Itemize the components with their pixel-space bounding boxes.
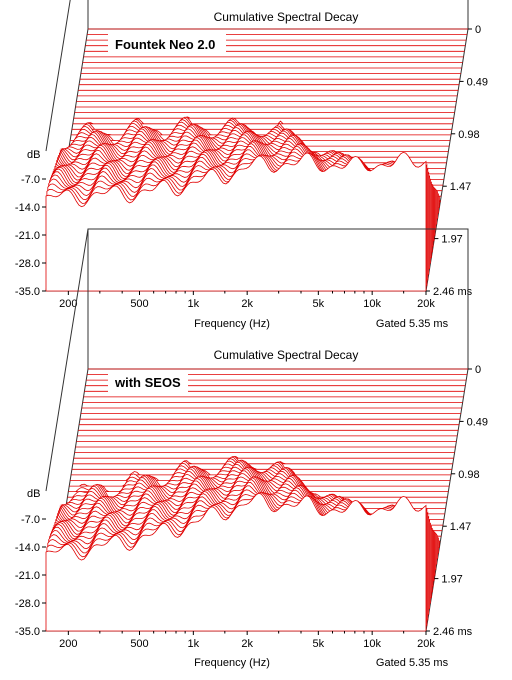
y-tick-label: -7.0	[21, 514, 40, 526]
decay-slices	[45, 368, 468, 632]
y-axis-label: dB	[27, 149, 40, 161]
decay-slice	[71, 117, 452, 130]
top-depth-edge	[45, 228, 89, 492]
chart-title: Cumulative Spectral Decay	[214, 348, 359, 362]
chart-title: Cumulative Spectral Decay	[214, 10, 359, 24]
y-tick-label: -21.0	[15, 570, 40, 582]
y-tick-label: -14.0	[15, 202, 40, 214]
gate-label: Gated 5.35 ms	[376, 657, 449, 669]
decay-slice	[72, 116, 453, 125]
y-tick-label: -28.0	[15, 258, 40, 270]
x-tick-label: 10k	[363, 638, 381, 650]
time-tick-label: 0	[475, 24, 481, 36]
time-tick-label: 1.47	[450, 181, 471, 193]
x-tick-label: 20k	[417, 638, 435, 650]
time-tick-label: 1.97	[441, 574, 462, 586]
time-tick-label: 0	[475, 364, 481, 376]
x-axis-label: Frequency (Hz)	[194, 318, 270, 330]
x-tick-label: 500	[130, 638, 148, 650]
right-depth-edge	[425, 368, 469, 632]
csd-panel-seos: Cumulative Spectral Decay with SEOS -7.0…	[15, 228, 488, 669]
time-tick-label: 2.46 ms	[433, 286, 473, 298]
gate-label: Gated 5.35 ms	[376, 318, 449, 330]
decay-slice	[71, 119, 451, 136]
csd-panel-fountek: Cumulative Spectral Decay Fountek Neo 2.…	[15, 0, 488, 330]
decay-slice	[71, 456, 452, 470]
y-tick-label: -21.0	[15, 230, 40, 242]
y-tick-label: -35.0	[15, 626, 40, 638]
right-depth-edge	[425, 28, 469, 292]
time-tick-label: 1.97	[441, 234, 462, 246]
x-tick-label: 20k	[417, 298, 435, 310]
decay-slice	[73, 116, 454, 119]
decay-slice	[45, 492, 427, 632]
time-tick-label: 0.98	[458, 129, 479, 141]
axis-ticks: -7.0 -14.0 -21.0 -28.0 -35.0 200 500 1k 2k 5k 10k 2…	[15, 24, 488, 310]
decay-slices	[45, 28, 468, 292]
axis-ticks: -7.0 -14.0 -21.0 -28.0 -35.0 200 500 1k 2k 5k 10k 2…	[15, 364, 488, 650]
x-tick-label: 5k	[313, 638, 325, 650]
top-depth-edge	[45, 0, 71, 152]
inset-label-bg	[108, 372, 188, 392]
x-tick-label: 1k	[188, 638, 200, 650]
time-tick-label: 1.47	[450, 521, 471, 533]
x-axis-label: Frequency (Hz)	[194, 657, 270, 669]
decay-slice	[45, 151, 427, 292]
y-tick-label: -35.0	[15, 286, 40, 298]
y-axis-label: dB	[27, 488, 40, 500]
x-tick-label: 1k	[188, 298, 200, 310]
x-tick-label: 200	[59, 638, 77, 650]
decay-slice	[72, 456, 453, 465]
inset-label: with SEOS	[114, 375, 181, 390]
time-tick-label: 0.49	[467, 76, 488, 88]
x-tick-label: 2k	[241, 298, 253, 310]
y-tick-label: -28.0	[15, 598, 40, 610]
x-tick-label: 2k	[241, 638, 253, 650]
inset-label: Fountek Neo 2.0	[115, 37, 215, 52]
time-tick-label: 0.98	[458, 469, 479, 481]
time-tick-label: 0.49	[467, 416, 488, 428]
x-tick-label: 200	[59, 298, 77, 310]
decay-slice	[73, 456, 454, 459]
x-tick-label: 10k	[363, 298, 381, 310]
x-tick-label: 500	[130, 298, 148, 310]
time-tick-label: 2.46 ms	[433, 626, 473, 638]
inset-label-bg	[108, 34, 226, 54]
y-tick-label: -7.0	[21, 174, 40, 186]
y-tick-label: -14.0	[15, 542, 40, 554]
x-tick-label: 5k	[313, 298, 325, 310]
